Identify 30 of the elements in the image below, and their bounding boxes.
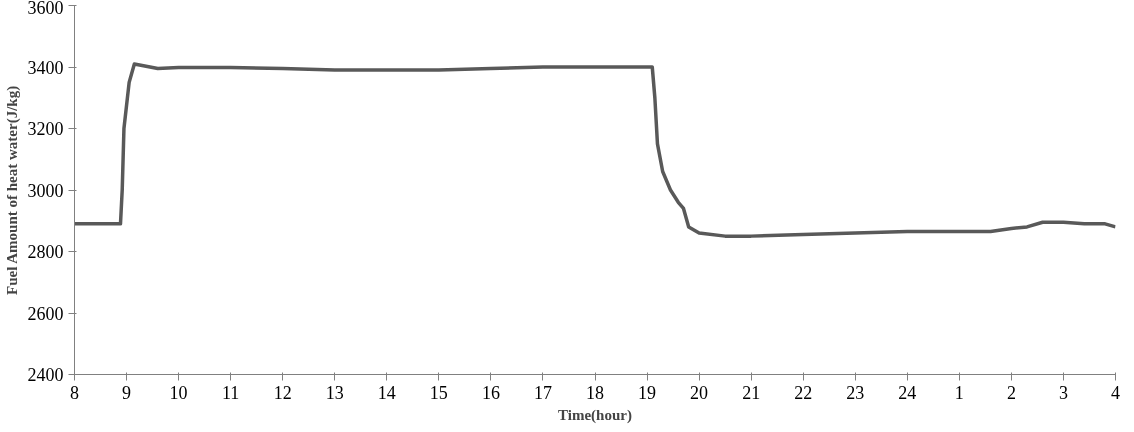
y-axis-title: Fuel Amount of heat water(J/kg) bbox=[3, 85, 21, 295]
x-axis-title: Time(hour) bbox=[558, 406, 632, 424]
x-tick-label: 21 bbox=[742, 382, 761, 403]
x-tick-label: 11 bbox=[221, 382, 240, 403]
x-tick-label: 1 bbox=[954, 382, 964, 403]
x-tick-label: 18 bbox=[586, 382, 604, 403]
x-tick-label: 14 bbox=[377, 382, 396, 403]
y-tick-label: 2400 bbox=[27, 365, 64, 385]
y-tick-label: 3000 bbox=[27, 180, 64, 201]
x-tick-label: 13 bbox=[325, 382, 344, 403]
x-tick-label: 2 bbox=[1006, 382, 1016, 403]
x-tick-label: 19 bbox=[638, 382, 657, 403]
x-tick-label: 12 bbox=[273, 382, 292, 403]
x-tick-label: 16 bbox=[481, 382, 500, 403]
x-tick-label: 15 bbox=[429, 382, 448, 403]
y-tick-label: 3600 bbox=[27, 0, 64, 18]
x-tick-label: 20 bbox=[690, 382, 709, 403]
y-tick-label: 3200 bbox=[27, 119, 64, 139]
x-tick-label: 10 bbox=[169, 382, 188, 403]
x-tick-label: 17 bbox=[533, 382, 552, 403]
y-tick-label: 3400 bbox=[27, 57, 64, 78]
x-tick-label: 22 bbox=[794, 382, 813, 403]
x-tick-label: 9 bbox=[122, 382, 132, 403]
y-tick-label: 2600 bbox=[27, 303, 64, 324]
x-tick-label: 3 bbox=[1058, 382, 1068, 403]
x-tick-label: 23 bbox=[846, 382, 865, 403]
x-tick-label: 8 bbox=[70, 382, 79, 403]
x-tick-label: 24 bbox=[898, 382, 917, 403]
x-tick-label: 4 bbox=[1111, 382, 1120, 403]
y-tick-label: 2800 bbox=[27, 242, 64, 262]
